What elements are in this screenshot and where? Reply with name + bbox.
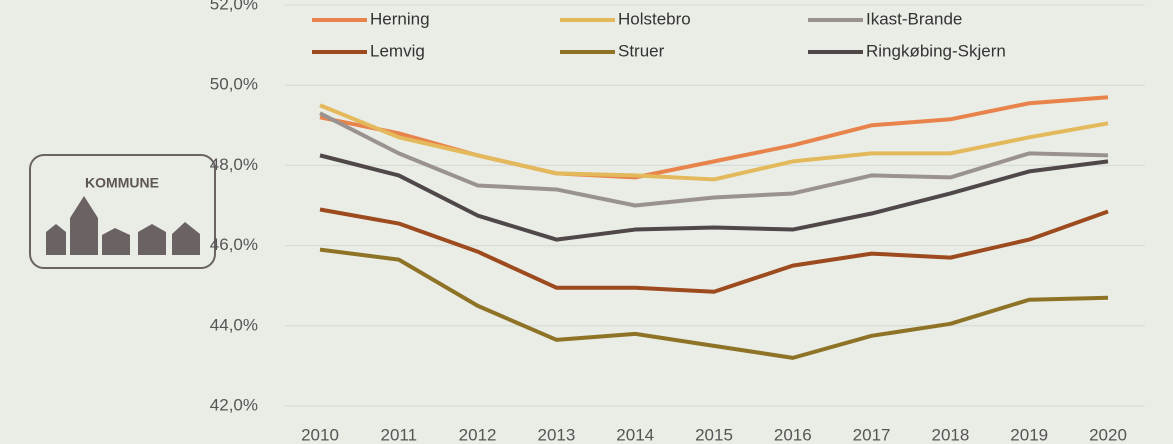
x-tick-label: 2016	[774, 425, 812, 444]
x-tick-label: 2017	[853, 425, 891, 444]
legend-label: Ikast-Brande	[866, 9, 962, 28]
x-tick-label: 2012	[459, 425, 497, 444]
x-tick-label: 2019	[1010, 425, 1048, 444]
logo-text: KOMMUNE	[85, 175, 159, 191]
x-tick-label: 2010	[301, 425, 339, 444]
y-tick-label: 46,0%	[210, 235, 258, 254]
logo-houses	[46, 196, 200, 255]
x-tick-label: 2014	[616, 425, 654, 444]
legend-label: Holstebro	[618, 9, 691, 28]
x-tick-label: 2015	[695, 425, 733, 444]
y-tick-label: 44,0%	[210, 315, 258, 334]
y-tick-label: 52,0%	[210, 0, 258, 13]
logo: KOMMUNE	[29, 154, 216, 269]
series-line	[319, 153, 1109, 242]
logo-frame	[29, 154, 216, 269]
y-tick-label: 42,0%	[210, 395, 258, 414]
legend-label: Herning	[370, 9, 430, 28]
y-tick-label: 50,0%	[210, 75, 258, 94]
series-line	[319, 103, 1109, 182]
x-tick-label: 2018	[931, 425, 969, 444]
series-line	[319, 111, 1109, 208]
x-tick-label: 2013	[537, 425, 575, 444]
series-line	[319, 207, 1109, 294]
legend-label: Ringkøbing-Skjern	[866, 41, 1006, 60]
legend-label: Struer	[618, 41, 665, 60]
legend-label: Lemvig	[370, 41, 425, 60]
y-tick-label: 48,0%	[210, 155, 258, 174]
series-line	[319, 247, 1109, 360]
x-tick-label: 2020	[1089, 425, 1127, 444]
x-tick-label: 2011	[381, 425, 418, 444]
